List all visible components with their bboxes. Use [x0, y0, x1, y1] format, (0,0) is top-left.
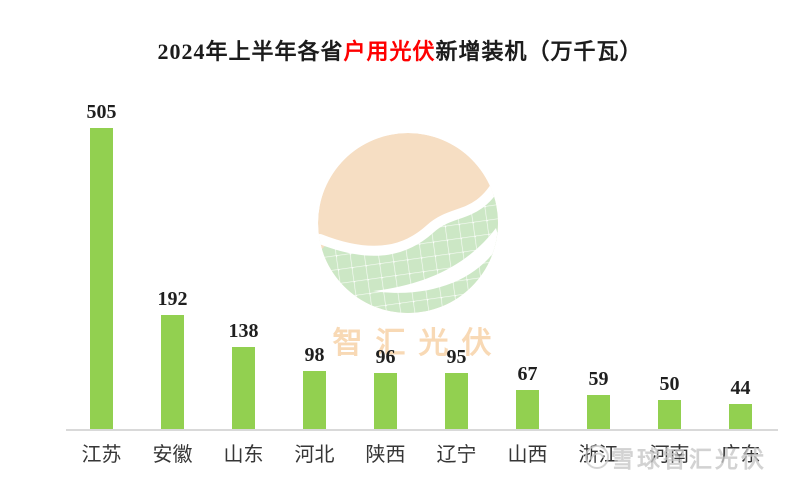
bar	[658, 400, 681, 430]
bar	[161, 315, 184, 430]
category-label: 河南	[649, 444, 690, 466]
bar-value-label: 505	[86, 101, 117, 123]
corner-watermark: 雪球智汇光伏	[584, 440, 767, 474]
bar	[587, 395, 610, 430]
bar-value-label: 192	[157, 288, 188, 310]
zhihui-pv-logo-watermark	[318, 133, 498, 313]
category-label: 安徽	[152, 444, 193, 466]
bar-value-label: 44	[730, 377, 751, 399]
category-label: 广东	[720, 444, 761, 466]
bar-value-label: 95	[446, 346, 467, 368]
bar-value-label: 59	[588, 368, 609, 390]
category-label: 山西	[507, 444, 548, 466]
xueqiu-snowball-icon	[585, 445, 609, 469]
title-suffix: 新增装机（万千瓦）	[435, 39, 643, 64]
bar-value-label: 50	[659, 373, 680, 395]
title-highlight: 户用光伏	[343, 39, 436, 64]
bar-value-label: 96	[375, 346, 396, 368]
category-label: 陕西	[365, 444, 406, 466]
bar	[303, 371, 326, 430]
logo-wordmark: 智汇光伏	[332, 327, 505, 360]
category-label: 山东	[223, 444, 264, 466]
logo-wave-divider	[318, 172, 498, 256]
bar	[90, 128, 113, 430]
bar	[516, 390, 539, 430]
category-label: 辽宁	[436, 444, 477, 466]
bar	[232, 347, 255, 430]
title-prefix: 2024年上半年各省	[157, 39, 344, 64]
logo-solar-grid	[318, 183, 498, 313]
category-label: 江苏	[81, 444, 122, 466]
bar	[729, 404, 752, 430]
bar-value-label: 138	[228, 320, 259, 342]
chart-title: 2024年上半年各省户用光伏新增装机（万千瓦）	[0, 34, 800, 66]
bar	[445, 373, 468, 430]
bar-value-label: 67	[517, 363, 538, 385]
logo-swoosh	[373, 228, 498, 293]
x-axis-line	[66, 429, 778, 431]
bar-value-label: 98	[304, 344, 325, 366]
category-label: 河北	[294, 444, 335, 466]
bar	[374, 373, 397, 430]
corner-watermark-text: 雪球智汇光伏	[611, 447, 767, 472]
